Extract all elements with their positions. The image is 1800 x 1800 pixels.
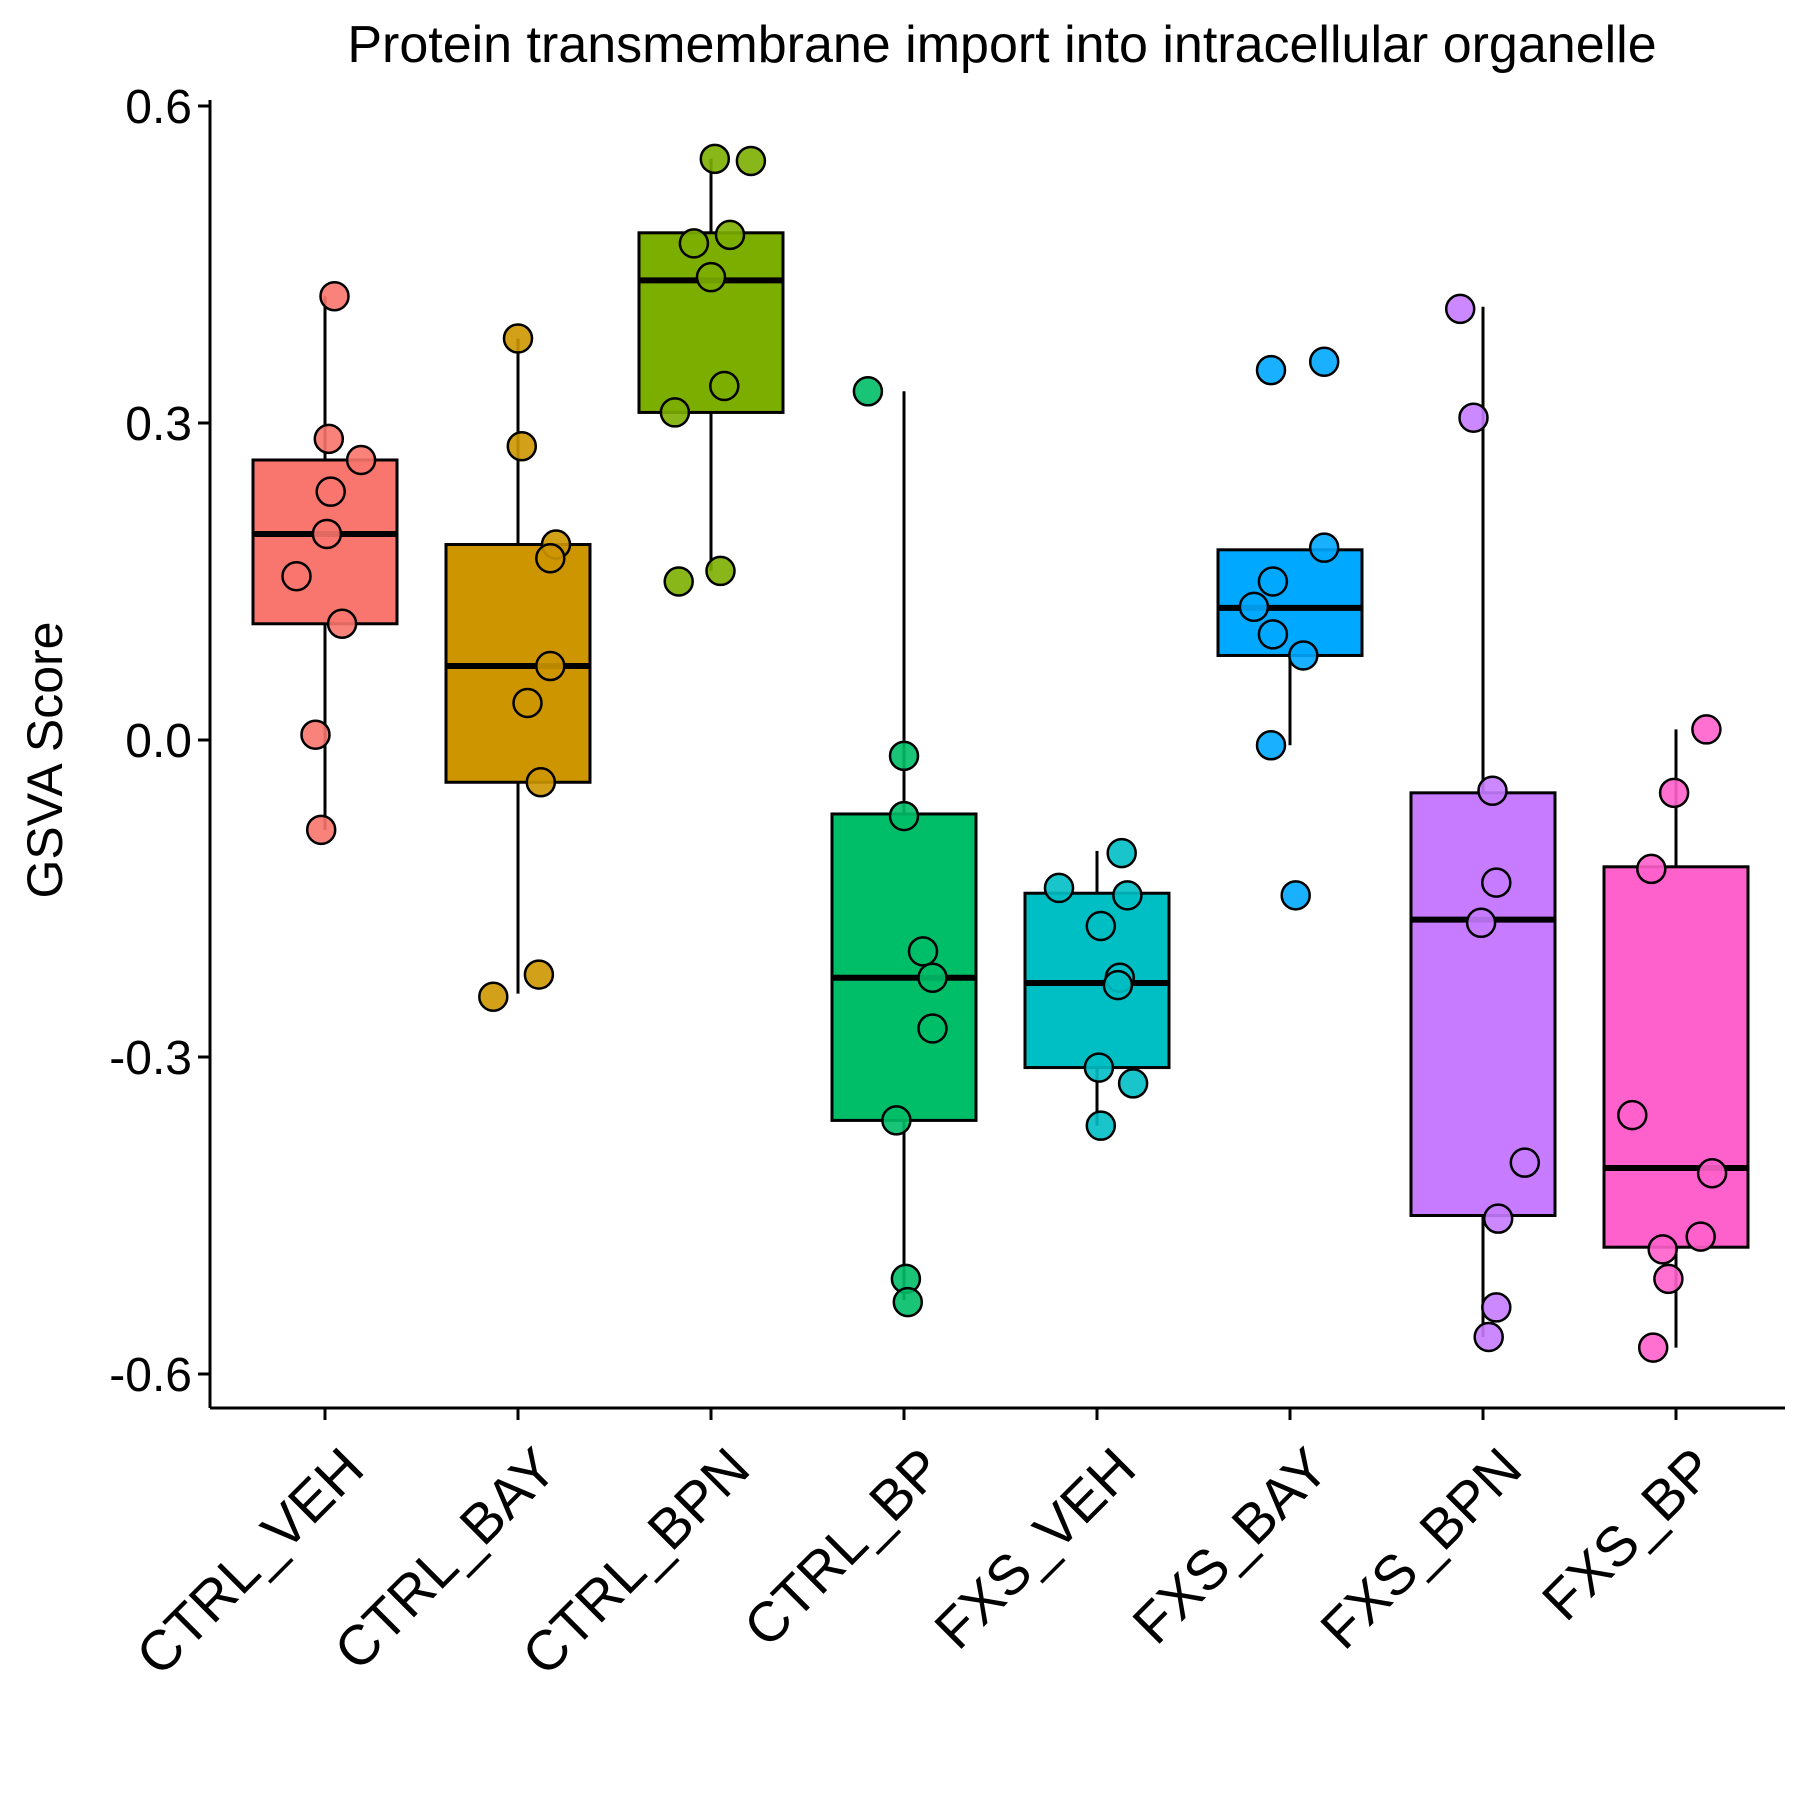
plot-area: -0.6-0.30.00.30.6CTRL_VEHCTRL_BAYCTRL_BP… [109,81,1785,1687]
box-group-ctrl-veh [251,280,399,846]
data-point [281,560,312,592]
data-point [1636,853,1667,885]
data-point [1085,1110,1117,1141]
data-point [1085,910,1117,942]
data-point [1043,872,1075,904]
y-tick-label: 0.0 [125,715,192,768]
x-tick-label: CTRL_BP [731,1436,954,1659]
y-axis-title: GSVA Score [17,622,73,899]
box-group-fxs-bay [1216,346,1364,911]
data-point [1509,1147,1541,1178]
data-point [678,228,710,259]
data-point [714,219,746,251]
data-point [1288,640,1319,671]
box [1409,791,1557,1217]
data-point [1465,907,1497,939]
data-point [659,397,691,428]
data-point [695,261,727,293]
data-point [1257,566,1289,597]
data-point [888,800,920,832]
data-point [535,543,566,574]
data-point [1637,1332,1669,1363]
data-point [735,145,767,177]
data-point [888,740,920,772]
data-point [852,376,884,407]
data-point [1481,1292,1512,1323]
data-point [478,981,509,1013]
data-point [705,555,736,587]
data-point [1691,714,1722,745]
y-tick-label: 0.6 [125,81,192,134]
data-point [1482,1203,1514,1234]
data-point [1458,402,1489,433]
data-point [506,430,538,462]
data-point [523,959,555,990]
data-point [892,1286,924,1318]
data-point [907,936,939,967]
data-point [1112,880,1143,911]
data-point [1255,730,1287,761]
data-point [1280,880,1311,911]
data-point [1117,1068,1149,1099]
data-point [1617,1099,1648,1131]
y-tick-label: -0.6 [109,1349,192,1402]
data-point [525,767,557,798]
data-point [311,518,343,550]
data-point [326,608,358,640]
y-tick-label: -0.3 [109,1032,192,1085]
data-point [1658,777,1690,809]
data-point [663,566,694,597]
data-point [699,143,731,175]
data-point [917,962,948,993]
data-point [1647,1234,1678,1265]
data-point [1257,619,1289,650]
box-group-ctrl-bay [444,323,592,1013]
data-point [1685,1221,1716,1252]
data-point [1653,1263,1684,1295]
data-point [1308,346,1340,377]
data-point [1255,354,1287,386]
data-point [319,280,350,312]
data-point [1696,1157,1728,1189]
data-point [305,814,337,846]
box-group-ctrl-bp [830,376,978,1318]
data-point [1083,1052,1115,1083]
data-point [315,476,346,507]
box-group-fxs-bpn [1409,293,1557,1353]
x-tick-label: FXS_BPN [1308,1436,1533,1661]
x-tick-label: FXS_VEH [922,1436,1147,1661]
data-point [300,719,331,750]
box-group-ctrl-bpn [637,143,785,597]
data-point [1102,969,1134,1001]
data-point [709,370,740,402]
box-group-fxs-veh [1023,837,1171,1141]
chart-title: Protein transmembrane import into intrac… [347,16,1656,74]
data-point [1477,775,1508,806]
box [1602,865,1750,1249]
data-point [1473,1321,1504,1353]
data-point [1444,293,1476,325]
data-point [1308,532,1340,563]
data-point [313,423,345,455]
data-point [345,444,377,476]
x-tick-label: FXS_BAY [1120,1436,1340,1656]
data-point [1106,837,1137,869]
x-tick-label: FXS_BP [1530,1436,1726,1632]
data-point [1481,867,1512,898]
data-point [535,650,566,682]
data-point [881,1105,912,1136]
y-tick-label: 0.3 [125,398,192,451]
data-point [502,323,534,354]
data-point [512,687,543,719]
box-group-fxs-bp [1602,714,1750,1363]
data-point [917,1013,948,1044]
data-point [1238,591,1270,623]
box [830,812,978,1122]
